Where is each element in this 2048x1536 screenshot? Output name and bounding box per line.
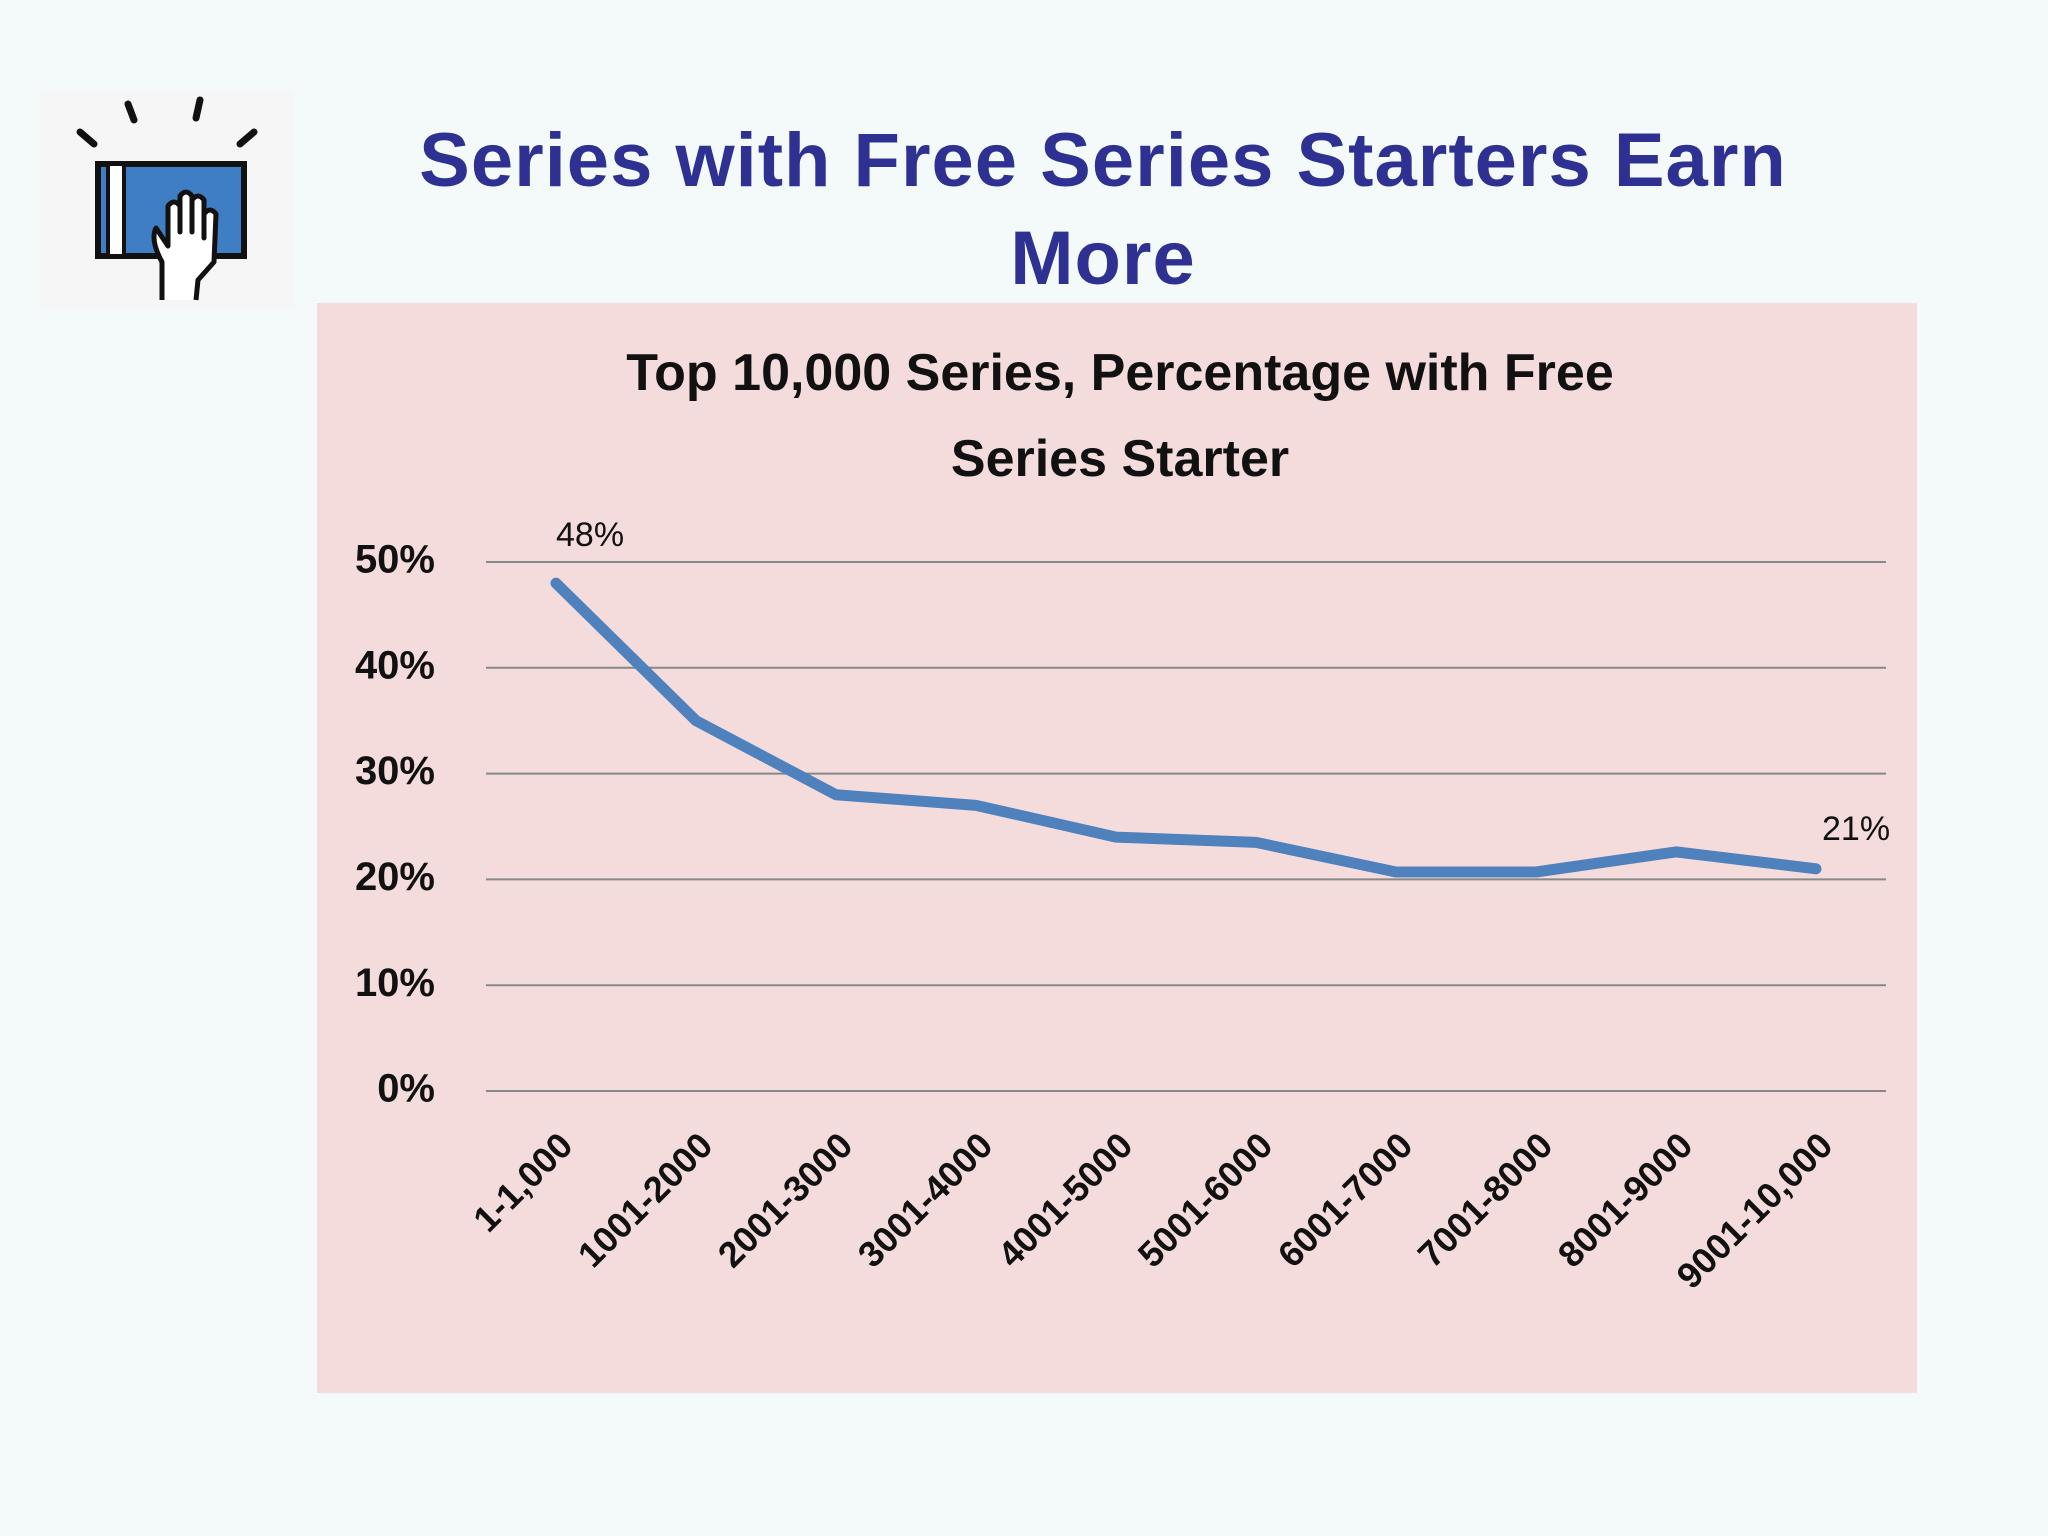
data-label: 48%	[556, 516, 624, 554]
data-line	[550, 577, 1822, 878]
book-icon	[40, 91, 294, 307]
y-tick-label: 0%	[377, 1067, 435, 1111]
slide-title: Series with Free Series Starters Earn Mo…	[419, 118, 1787, 301]
chart-title: Top 10,000 Series, Percentage with Free …	[626, 344, 1614, 488]
y-tick-label: 40%	[355, 643, 435, 687]
y-tick-label: 30%	[355, 749, 435, 793]
chart-background	[317, 303, 1917, 1393]
y-tick-label: 10%	[355, 961, 435, 1005]
data-label: 21%	[1822, 810, 1890, 848]
y-tick-label: 20%	[355, 855, 435, 899]
y-tick-label: 50%	[355, 538, 435, 582]
